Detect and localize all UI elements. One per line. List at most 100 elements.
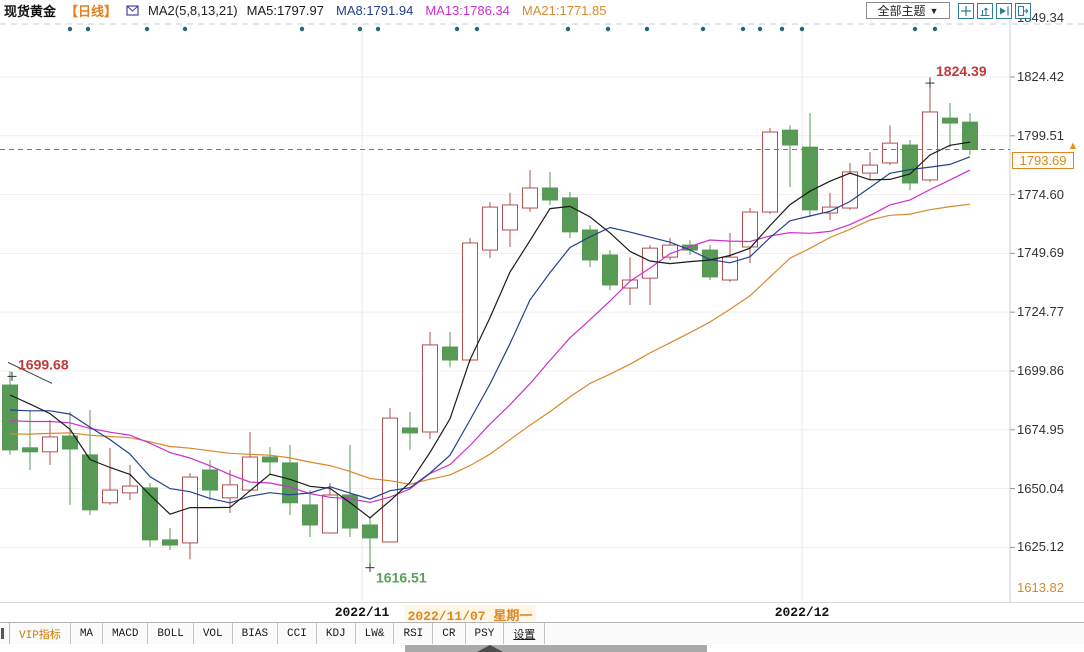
candle[interactable] xyxy=(862,152,878,180)
candle[interactable] xyxy=(202,460,218,500)
candle[interactable] xyxy=(702,245,718,281)
play-forward-icon[interactable] xyxy=(996,2,1012,19)
candle[interactable] xyxy=(62,411,78,505)
ma5-line xyxy=(9,141,971,519)
indicator-tab[interactable]: PSY xyxy=(466,623,505,644)
ma-value-label: MA13:1786.34 xyxy=(425,2,510,18)
candle[interactable] xyxy=(962,113,978,155)
candle[interactable] xyxy=(902,140,918,191)
indicator-flag-icon[interactable] xyxy=(126,4,139,17)
event-dot[interactable] xyxy=(474,26,480,32)
chart-tool-buttons xyxy=(958,2,1031,19)
event-dot[interactable] xyxy=(779,26,785,32)
ma-value-label: MA8:1791.94 xyxy=(335,2,414,18)
panel-expand-handle[interactable] xyxy=(405,645,707,652)
candle[interactable] xyxy=(342,444,358,538)
candle[interactable] xyxy=(762,128,778,214)
candle[interactable] xyxy=(402,411,418,450)
event-dot[interactable] xyxy=(454,26,460,32)
event-dot[interactable] xyxy=(757,26,763,32)
candle[interactable] xyxy=(922,77,938,182)
candle[interactable] xyxy=(782,125,798,188)
indicator-toolbar: VIP指标 MA MACD BOLL VOL BIAS CCI KDJ LW& RSI CR PSY 设… xyxy=(0,622,1084,645)
indicator-tab[interactable]: MACD xyxy=(103,623,149,644)
candle[interactable] xyxy=(322,482,338,534)
candle[interactable] xyxy=(602,250,618,291)
candle[interactable] xyxy=(522,170,538,213)
event-dot[interactable] xyxy=(182,26,188,32)
candle[interactable] xyxy=(842,162,858,210)
event-dot[interactable] xyxy=(799,26,805,32)
candle[interactable] xyxy=(222,469,238,513)
axis-scale-icon[interactable] xyxy=(977,2,993,19)
candle[interactable] xyxy=(582,225,598,268)
event-dot[interactable] xyxy=(85,26,91,32)
indicator-tab[interactable]: BOLL xyxy=(148,623,194,644)
event-dot[interactable] xyxy=(700,26,706,32)
candle[interactable] xyxy=(882,125,898,166)
peak-annotation: 1824.39 xyxy=(925,63,987,88)
event-dot[interactable] xyxy=(912,26,918,32)
candle[interactable] xyxy=(562,191,578,238)
indicator-tab[interactable]: RSI xyxy=(394,623,434,644)
candle[interactable] xyxy=(462,237,478,363)
candle[interactable] xyxy=(502,192,518,247)
event-dot[interactable] xyxy=(144,26,150,32)
selected-date-label: 2022/11/07 星期一 xyxy=(404,605,536,624)
indicator-tab[interactable]: VOL xyxy=(194,623,233,644)
candle[interactable] xyxy=(282,444,298,516)
panel-toggle-icon[interactable] xyxy=(0,623,10,644)
indicator-tab[interactable]: KDJ xyxy=(317,623,356,644)
month-label: 2022/12 xyxy=(774,605,830,620)
candle[interactable] xyxy=(2,371,18,455)
exit-right-icon[interactable] xyxy=(1015,2,1031,19)
candle[interactable] xyxy=(642,245,658,306)
candle[interactable] xyxy=(82,410,98,516)
candle[interactable] xyxy=(942,103,958,148)
candle[interactable] xyxy=(802,113,818,217)
event-dot[interactable] xyxy=(644,26,650,32)
candle[interactable] xyxy=(162,528,178,550)
candle[interactable] xyxy=(302,490,318,538)
candle[interactable] xyxy=(22,410,38,470)
candle[interactable] xyxy=(482,202,498,259)
event-marker-dots xyxy=(67,26,938,32)
event-dot[interactable] xyxy=(67,26,73,32)
event-dot[interactable] xyxy=(357,26,363,32)
candle[interactable] xyxy=(542,171,558,205)
h-gridlines xyxy=(0,76,1010,548)
candle[interactable] xyxy=(42,419,58,466)
ma-values: MA5:1797.97 MA8:1791.94 MA13:1786.34 MA21:1… xyxy=(247,3,607,18)
event-dot[interactable] xyxy=(740,26,746,32)
header-bar: 现货黄金 【日线】 MA2(5,8,13,21) MA5:1797.97 MA8:1… xyxy=(0,0,1084,20)
svg-text:1699.68: 1699.68 xyxy=(18,356,69,372)
event-dot[interactable] xyxy=(932,26,938,32)
indicator-tab[interactable]: VIP指标 xyxy=(10,623,71,644)
event-dot[interactable] xyxy=(375,26,381,32)
indicator-tab[interactable]: 设置 xyxy=(504,623,546,644)
candle[interactable] xyxy=(122,465,138,500)
indicator-tab[interactable]: CCI xyxy=(278,623,317,644)
candle[interactable] xyxy=(442,331,458,368)
candle[interactable] xyxy=(822,192,838,221)
theme-dropdown[interactable]: 全部主题 ▼ xyxy=(866,2,950,19)
crosshair-icon[interactable] xyxy=(958,2,974,19)
event-dot[interactable] xyxy=(605,26,611,32)
indicator-tab[interactable]: LW& xyxy=(356,623,395,644)
candle[interactable] xyxy=(182,473,198,560)
event-dot[interactable] xyxy=(299,26,305,32)
candle[interactable] xyxy=(362,517,378,568)
candle[interactable] xyxy=(422,331,438,440)
price-up-arrow-icon: ▲ xyxy=(1067,139,1079,152)
indicator-tab[interactable]: CR xyxy=(433,623,466,644)
candle[interactable] xyxy=(262,447,278,475)
event-dot[interactable] xyxy=(565,26,571,32)
candle[interactable] xyxy=(382,407,398,543)
candle[interactable] xyxy=(742,208,758,264)
candle[interactable] xyxy=(142,482,158,547)
indicator-tab[interactable]: MA xyxy=(71,623,104,644)
candlestick-chart[interactable]: 1699.68 1616.51 1824.39 xyxy=(0,20,1084,602)
candle[interactable] xyxy=(242,431,258,491)
indicator-tab[interactable]: BIAS xyxy=(233,623,279,644)
candle[interactable] xyxy=(102,448,118,505)
